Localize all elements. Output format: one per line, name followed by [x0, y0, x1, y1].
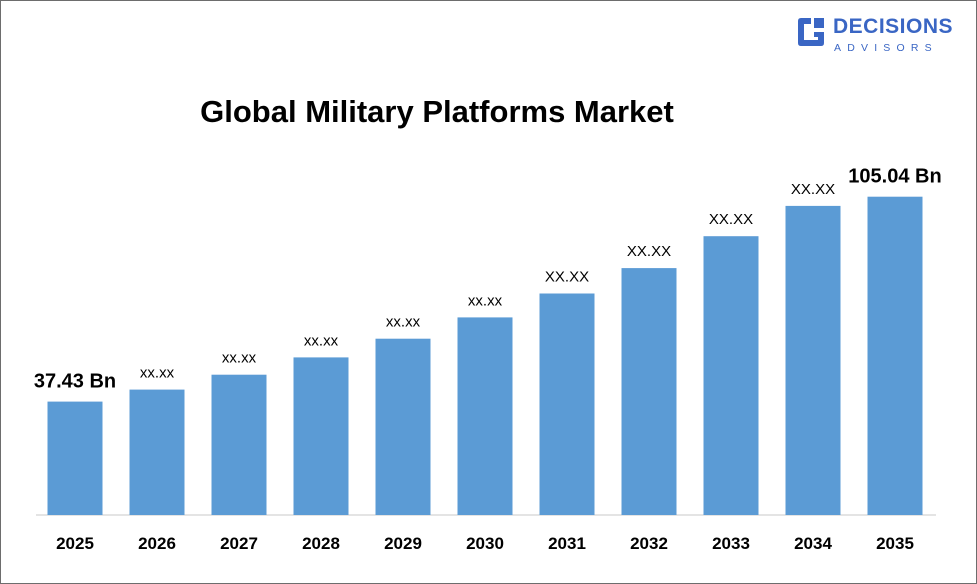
bar-2030 [457, 317, 513, 515]
data-label-2033: XX.XX [709, 211, 753, 228]
bar-2028 [293, 357, 349, 515]
data-label-2027: xx.xx [222, 350, 257, 367]
data-label-2028: xx.xx [304, 332, 339, 349]
brand-name-primary: DECISIONS [833, 15, 954, 38]
x-tick-label-2032: 2032 [630, 534, 668, 553]
x-tick-label-2034: 2034 [794, 534, 832, 553]
x-tick-label-2033: 2033 [712, 534, 750, 553]
data-label-2026: xx.xx [140, 365, 175, 382]
data-label-2035: 105.04 Bn [848, 166, 941, 188]
data-label-2032: XX.XX [627, 243, 671, 260]
data-label-2030: xx.xx [468, 292, 503, 309]
x-tick-label-2027: 2027 [220, 534, 258, 553]
bar-2031 [539, 293, 595, 515]
x-tick-label-2029: 2029 [384, 534, 422, 553]
bar-2034 [785, 205, 841, 515]
bar-2025 [47, 401, 103, 515]
data-label-2029: xx.xx [386, 314, 421, 331]
bar-2026 [129, 389, 185, 515]
x-tick-label-2030: 2030 [466, 534, 504, 553]
x-tick-label-2031: 2031 [548, 534, 586, 553]
x-tick-label-2035: 2035 [876, 534, 914, 553]
bar-2033 [703, 236, 759, 515]
bar-2027 [211, 374, 267, 515]
data-label-2034: XX.XX [791, 181, 835, 198]
x-tick-label-2026: 2026 [138, 534, 176, 553]
bar-2035 [867, 196, 923, 515]
chart-title: Global Military Platforms Market [200, 94, 674, 129]
x-tick-label-2025: 2025 [56, 534, 94, 553]
data-label-2025: 37.43 Bn [34, 371, 116, 393]
brand-name-secondary: ADVISORS [834, 42, 938, 54]
data-label-2031: XX.XX [545, 269, 589, 286]
brand-logo-icon [798, 18, 824, 46]
bar-2032 [621, 268, 677, 515]
bar-2029 [375, 338, 431, 515]
brand-logo: DECISIONS ADVISORS [795, 13, 965, 59]
x-tick-label-2028: 2028 [302, 534, 340, 553]
